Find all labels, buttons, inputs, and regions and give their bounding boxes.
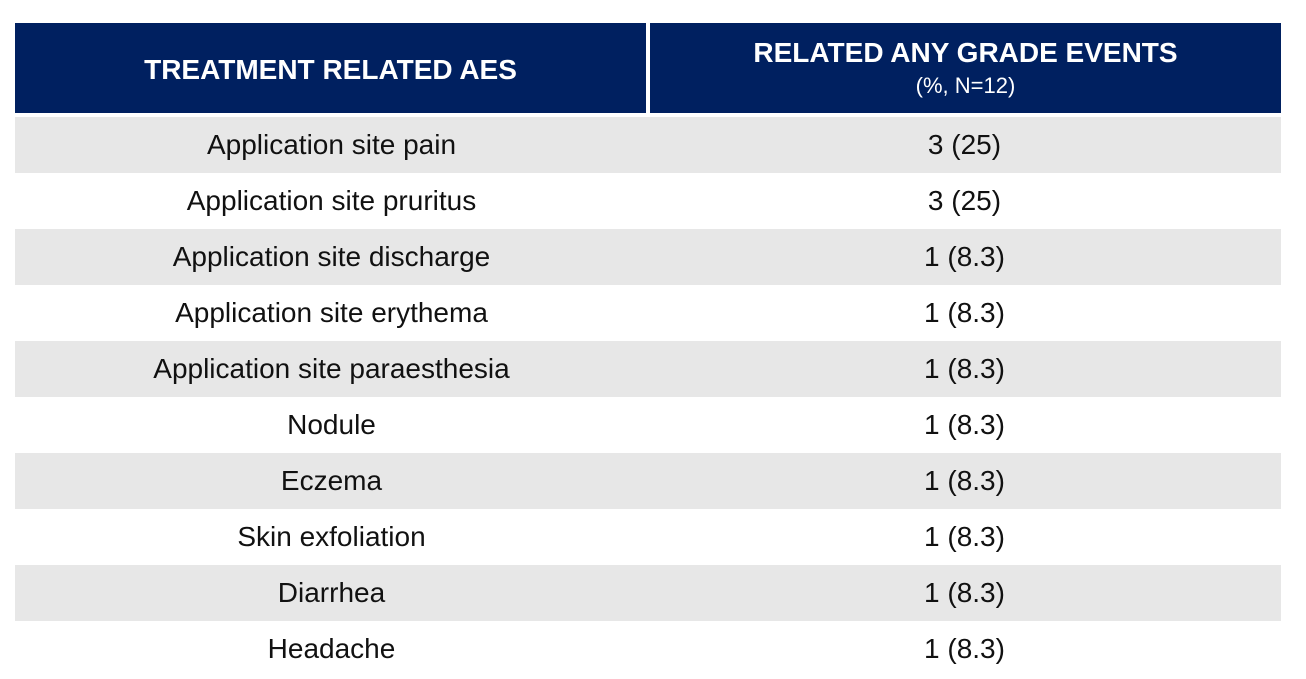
table-cell: 1 (8.3) — [924, 297, 1005, 328]
table-cell: Eczema — [280, 465, 383, 496]
table-cell: 1 (8.3) — [924, 633, 1005, 664]
table-cell: Application site pruritus — [186, 185, 477, 216]
table-row: Application site erythema 1 (8.3) — [15, 285, 1281, 341]
header-divider — [646, 23, 650, 113]
table-cell: Diarrhea — [277, 577, 386, 608]
table-row: Application site discharge 1 (8.3) — [15, 229, 1281, 285]
table-cell: 1 (8.3) — [924, 409, 1005, 440]
table-body: Application site pain 3 (25) Application s… — [15, 117, 1281, 677]
table-cell: Application site paraesthesia — [153, 353, 510, 384]
table-cell: 1 (8.3) — [924, 521, 1005, 552]
header-subtext: (%, N=12) — [915, 73, 1016, 98]
table-cell: Headache — [267, 633, 396, 664]
header-text: TREATMENT RELATED AES — [144, 54, 517, 85]
table-header: TREATMENT RELATED AES RELATED ANY GRADE … — [15, 23, 1281, 113]
table-row: Headache 1 (8.3) — [15, 621, 1281, 677]
table-row: Nodule 1 (8.3) — [15, 397, 1281, 453]
table-row: Skin exfoliation 1 (8.3) — [15, 509, 1281, 565]
table-cell: Skin exfoliation — [237, 521, 426, 552]
table-cell: 3 (25) — [927, 129, 1002, 160]
table-cell: Nodule — [287, 409, 376, 440]
table-row: Application site pain 3 (25) — [15, 117, 1281, 173]
table-cell: Application site erythema — [175, 297, 488, 328]
table-row: Diarrhea 1 (8.3) — [15, 565, 1281, 621]
header-text: RELATED ANY GRADE EVENTS — [753, 37, 1178, 68]
table: TREATMENT RELATED AES RELATED ANY GRADE … — [15, 23, 1281, 677]
table-cell: Application site pain — [206, 129, 457, 160]
table-cell: 1 (8.3) — [924, 577, 1005, 608]
table-row: Application site paraesthesia 1 (8.3) — [15, 341, 1281, 397]
table-cell: 1 (8.3) — [924, 353, 1005, 384]
header-cell: TREATMENT RELATED AES — [15, 23, 646, 113]
table-cell: Application site discharge — [172, 241, 491, 272]
table-row: Eczema 1 (8.3) — [15, 453, 1281, 509]
table-cell: 3 (25) — [927, 185, 1002, 216]
header-cell: RELATED ANY GRADE EVENTS (%, N=12) — [650, 23, 1281, 113]
table-row: Application site pruritus 3 (25) — [15, 173, 1281, 229]
table-cell: 1 (8.3) — [924, 465, 1005, 496]
table-cell: 1 (8.3) — [924, 241, 1005, 272]
